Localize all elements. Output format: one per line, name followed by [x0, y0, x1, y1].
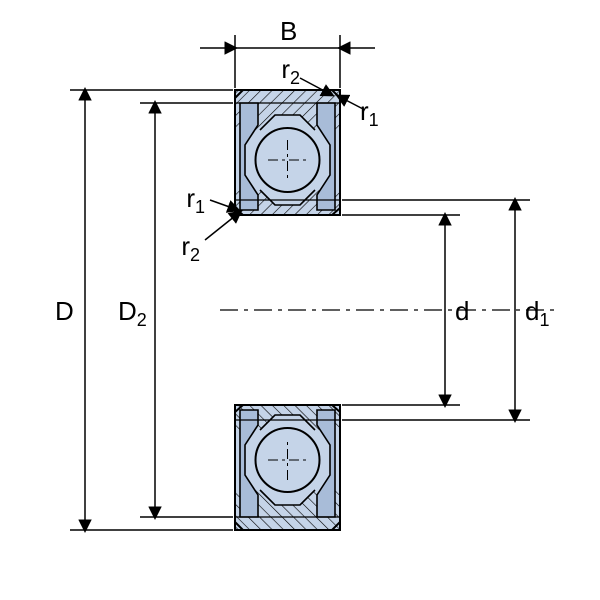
label-d: d — [455, 296, 469, 326]
callout-r2-bottom: r2 — [181, 212, 240, 265]
label-r2-top: r2 — [281, 54, 300, 88]
label-r1-bot: r1 — [186, 183, 205, 217]
label-r1-top: r1 — [360, 96, 379, 130]
label-B: B — [280, 16, 297, 46]
callout-r1-top: r1 — [338, 96, 379, 130]
callout-r1-bottom: r1 — [186, 183, 238, 217]
label-D: D — [55, 296, 74, 326]
label-d1: d1 — [525, 296, 549, 330]
dim-D2: D2 — [118, 103, 233, 517]
bearing-diagram: B D D2 d d1 r2 r2 r1 — [0, 0, 600, 600]
label-D2: D2 — [118, 296, 147, 330]
upper-section — [235, 90, 340, 215]
label-r2-bot: r2 — [181, 231, 200, 265]
callout-r2-top: r2 — [281, 54, 332, 95]
lower-section — [235, 405, 340, 530]
ball-upper — [256, 128, 320, 192]
